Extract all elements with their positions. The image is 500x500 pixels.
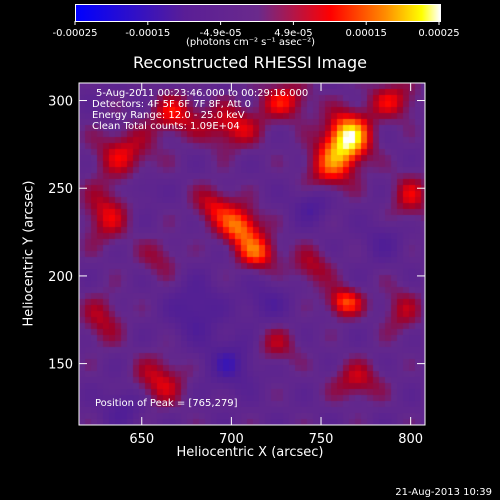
colorbar-unit-label: (photons cm⁻² s⁻¹ asec⁻²) — [186, 37, 316, 48]
x-axis-label: Heliocentric X (arcsec) — [176, 445, 324, 460]
heatmap-canvas — [79, 83, 425, 425]
annotation-detectors: Detectors: 4F 5F 6F 7F 8F, Att 0 — [92, 99, 252, 110]
annotation-energy: Energy Range: 12.0 - 25.0 keV — [92, 110, 245, 121]
x-tick-label: 750 — [309, 432, 334, 447]
annotation-time: 5-Aug-2011 00:23:46.000 to 00:29:16.000 — [96, 88, 309, 99]
x-tick-label: 650 — [129, 432, 154, 447]
x-tick-label: 800 — [398, 432, 423, 447]
colorbar-ticks: -0.00025 -0.00015 -4.9e-05 4.9e-05 0.00015 0.… — [53, 21, 460, 39]
chart-title: Reconstructed RHESSI Image — [133, 53, 367, 72]
annotation-clean: Clean Total counts: 1.09E+04 — [92, 121, 240, 132]
colorbar-tick-label: -0.00025 — [53, 28, 98, 39]
y-tick-label: 150 — [48, 358, 73, 373]
colorbar-tick-label: 4.9e-05 — [274, 28, 312, 39]
peak-position-label: Position of Peak = [765,279] — [95, 398, 238, 409]
y-tick-label: 250 — [48, 182, 73, 197]
x-tick-label: 700 — [219, 432, 244, 447]
colorbar-tick-label: 0.00015 — [346, 28, 387, 39]
footer-timestamp: 21-Aug-2013 10:39 — [395, 487, 492, 498]
annotation-block: 5-Aug-2011 00:23:46.000 to 00:29:16.000 … — [92, 88, 308, 132]
colorbar-tick-label: -0.00015 — [125, 28, 170, 39]
colorbar-tick-label: 0.00025 — [418, 28, 459, 39]
colorbar-tick-label: -4.9e-05 — [200, 28, 242, 39]
y-tick-label: 300 — [48, 95, 73, 110]
y-tick-label: 200 — [48, 270, 73, 285]
y-axis-label: Heliocentric Y (arcsec) — [21, 180, 37, 327]
colorbar — [75, 4, 441, 22]
